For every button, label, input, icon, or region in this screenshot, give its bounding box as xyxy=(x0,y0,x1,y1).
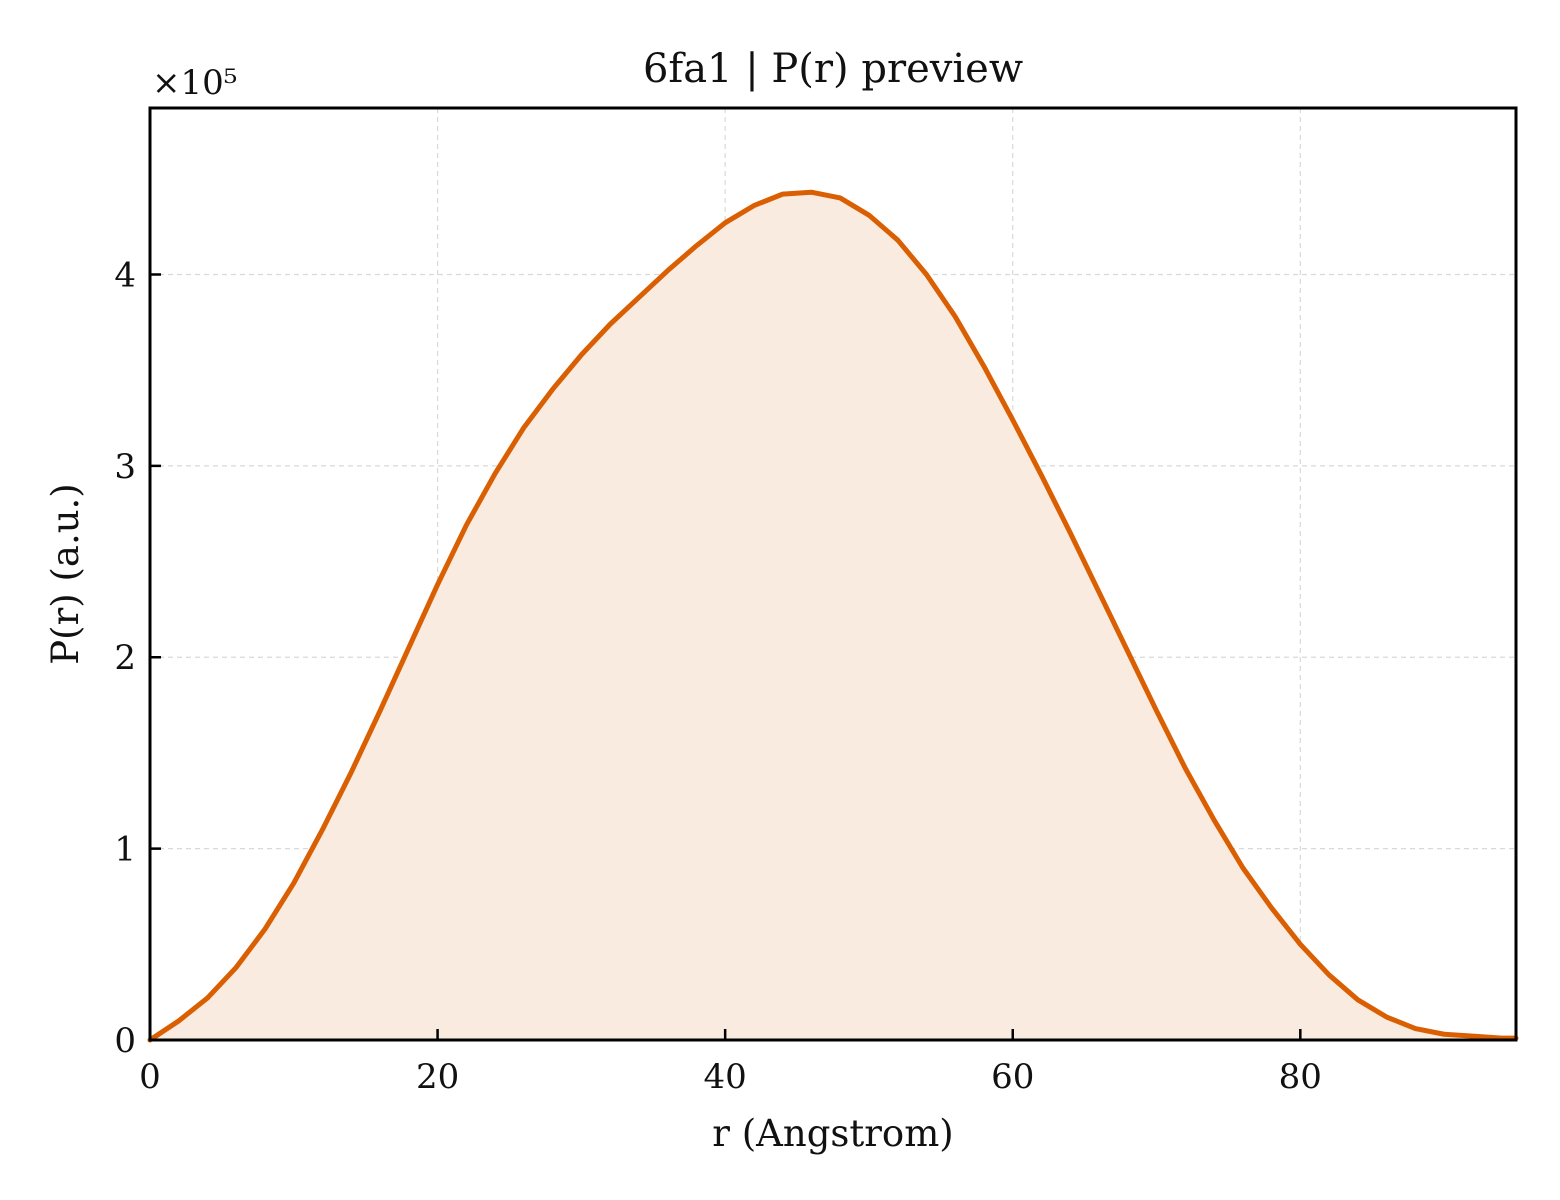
chart-title: 6fa1 | P(r) preview xyxy=(643,46,1023,92)
x-tick-label: 80 xyxy=(1279,1057,1322,1097)
series-line xyxy=(147,189,1519,1043)
y-tick-label: 2 xyxy=(114,638,136,678)
x-tick-label: 40 xyxy=(704,1057,747,1097)
x-axis-ticks: 0 20 40 60 80 xyxy=(139,1029,1322,1097)
x-axis-label: r (Angstrom) xyxy=(712,1112,953,1155)
x-tick-label: 0 xyxy=(139,1057,161,1097)
y-axis-ticks: 0 1 2 3 4 xyxy=(114,255,161,1061)
y-tick-label: 4 xyxy=(114,255,136,295)
x-tick-label: 20 xyxy=(416,1057,459,1097)
y-tick-label: 3 xyxy=(114,447,136,487)
plot-frame xyxy=(148,106,1518,1042)
x-tick-label: 60 xyxy=(991,1057,1034,1097)
y-axis-multiplier: ×10⁵ xyxy=(152,63,237,103)
series-area-fill xyxy=(150,192,1516,1040)
y-tick-label: 1 xyxy=(114,830,136,870)
y-axis-label: P(r) (a.u.) xyxy=(44,483,87,665)
y-tick-label: 0 xyxy=(114,1021,136,1061)
